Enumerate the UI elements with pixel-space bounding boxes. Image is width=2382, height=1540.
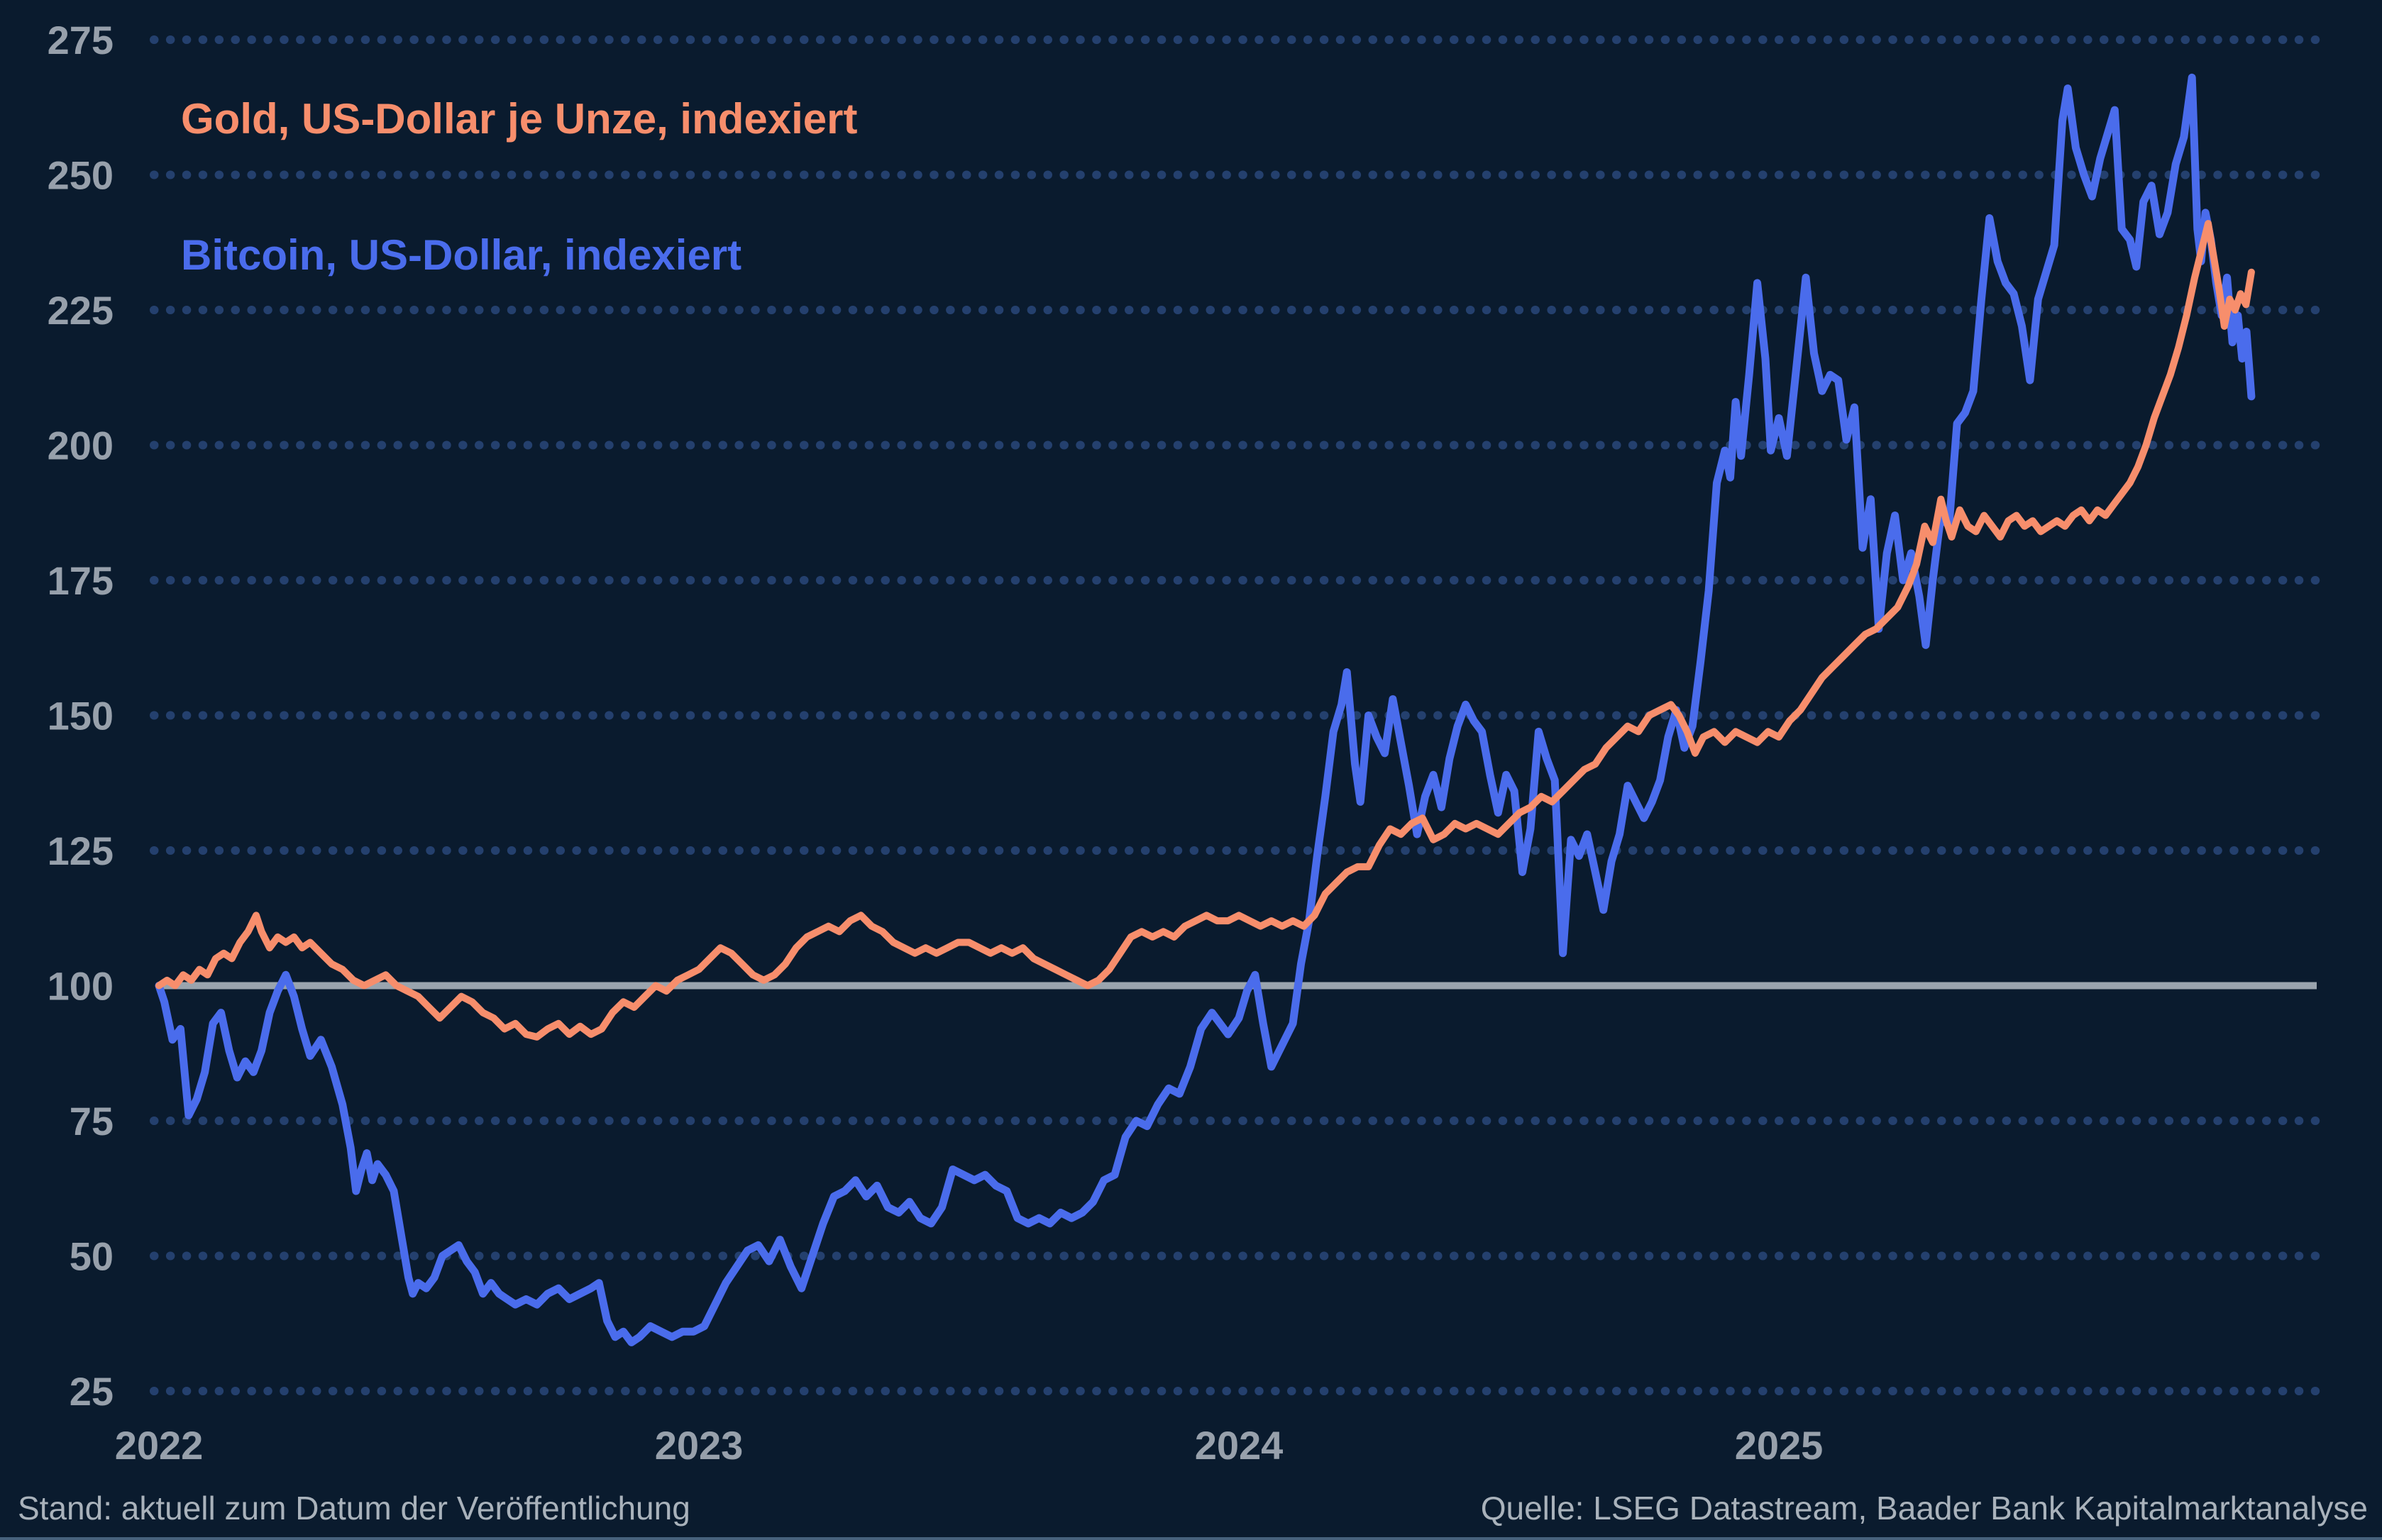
y-tick-label-100: 100 [48,964,114,1009]
bitcoin-series-line [155,73,2256,1346]
x-tick-label-2025: 2025 [1735,1423,1824,1468]
x-tick-label-2022: 2022 [115,1423,204,1468]
y-tick-label-150: 150 [48,694,114,738]
y-tick-label-275: 275 [48,18,114,62]
y-tick-label-200: 200 [48,423,114,468]
bottom-edge-strip [0,1537,2382,1540]
y-tick-label-75: 75 [70,1099,114,1143]
y-tick-label-250: 250 [48,153,114,198]
source-note: Quelle: LSEG Datastream, Baader Bank Kap… [1480,1490,2368,1527]
x-tick-label-2023: 2023 [655,1423,744,1468]
legend-gold-label: Gold, US-Dollar je Unze, indexiert [181,95,858,143]
y-tick-label-125: 125 [48,829,114,873]
legend-bitcoin-label: Bitcoin, US-Dollar, indexiert [181,231,742,279]
y-tick-label-25: 25 [70,1369,114,1414]
y-tick-label-175: 175 [48,558,114,603]
gold-series-line [155,220,2255,1041]
x-tick-label-2024: 2024 [1195,1423,1284,1468]
status-note: Stand: aktuell zum Datum der Veröffentli… [18,1490,690,1527]
y-tick-label-50: 50 [70,1234,114,1279]
y-tick-label-225: 225 [48,288,114,333]
